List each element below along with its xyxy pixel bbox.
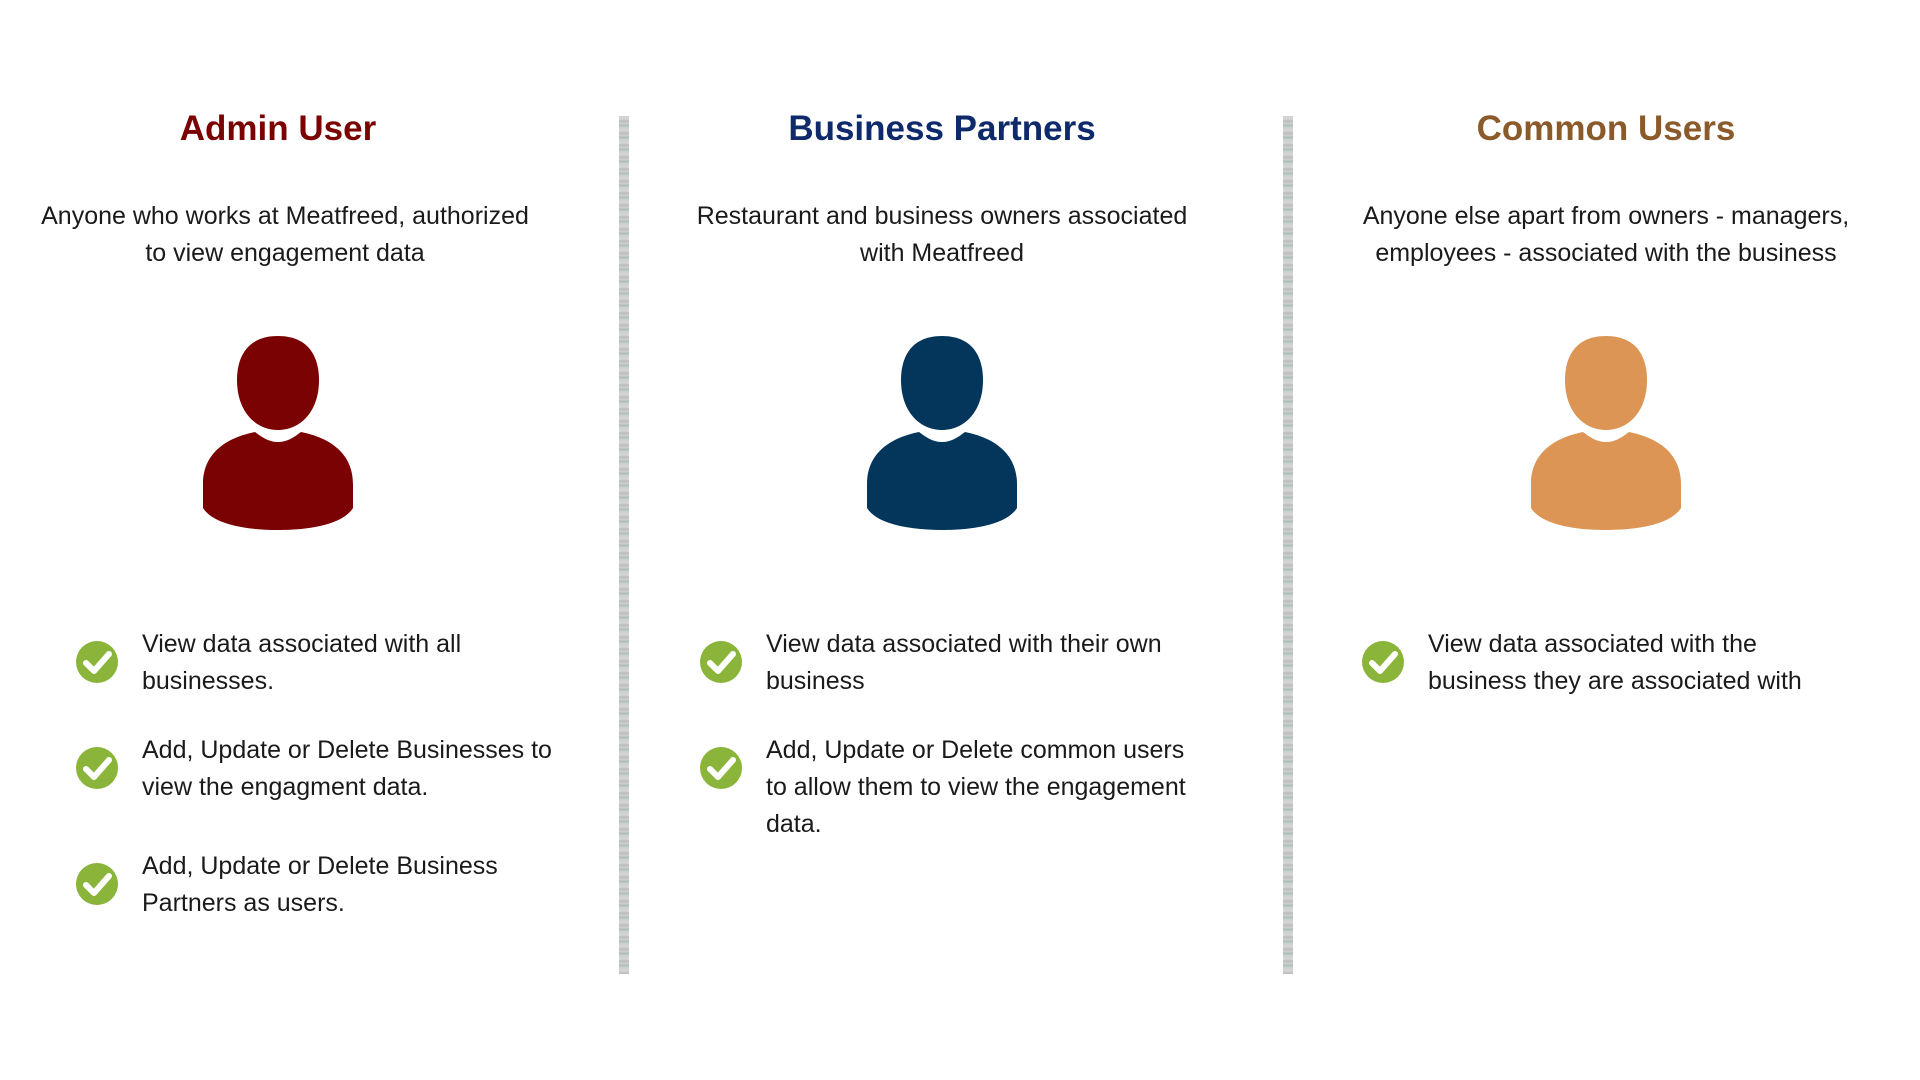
column-common-users: Common Users Anyone else apart from owne… — [1296, 0, 1916, 1080]
check-icon — [76, 863, 118, 905]
person-icon — [203, 336, 353, 530]
column-divider — [619, 116, 629, 974]
business-partners-description: Restaurant and business owners associate… — [696, 202, 1188, 267]
list-item: View data associated with the business t… — [1362, 626, 1862, 700]
list-item: Add, Update or Delete common users to al… — [700, 732, 1200, 843]
feature-text: Add, Update or Delete common users to al… — [766, 736, 1186, 838]
common-users-title: Common Users — [1476, 109, 1736, 148]
check-icon — [700, 641, 742, 683]
feature-text: View data associated with their own busi… — [766, 630, 1162, 695]
feature-text: Add, Update or Delete Businesses to view… — [142, 736, 552, 801]
admin-user-description: Anyone who works at Meatfreed, authorize… — [41, 202, 529, 267]
check-icon — [76, 641, 118, 683]
admin-user-title: Admin User — [179, 109, 377, 148]
person-icon — [1531, 336, 1681, 530]
column-business-partners: Business Partners Restaurant and busines… — [632, 0, 1252, 1080]
person-icon — [867, 336, 1017, 530]
business-partners-feature-list: View data associated with their own busi… — [700, 626, 1200, 875]
check-icon — [76, 747, 118, 789]
business-partners-title: Business Partners — [788, 109, 1096, 148]
list-item: Add, Update or Delete Business Partners … — [76, 848, 576, 922]
feature-text: View data associated with all businesses… — [142, 630, 462, 695]
feature-text: Add, Update or Delete Business Partners … — [142, 852, 498, 917]
check-icon — [1362, 641, 1404, 683]
column-admin-user: Admin User Anyone who works at Meatfreed… — [0, 0, 620, 1080]
list-item: Add, Update or Delete Businesses to view… — [76, 732, 576, 806]
admin-user-feature-list: View data associated with all businesses… — [76, 626, 576, 954]
column-divider — [1283, 116, 1293, 974]
check-icon — [700, 747, 742, 789]
feature-text: View data associated with the business t… — [1428, 630, 1802, 695]
list-item: View data associated with all businesses… — [76, 626, 576, 700]
common-users-feature-list: View data associated with the business t… — [1362, 626, 1862, 732]
common-users-description: Anyone else apart from owners - managers… — [1362, 202, 1850, 267]
list-item: View data associated with their own busi… — [700, 626, 1200, 700]
